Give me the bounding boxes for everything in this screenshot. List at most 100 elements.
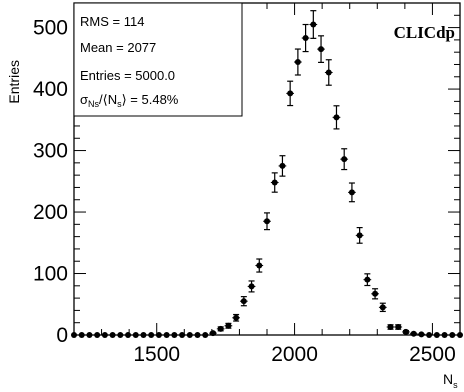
data-point-group — [139, 332, 148, 338]
data-point-marker — [140, 332, 147, 338]
data-point-marker — [410, 330, 417, 337]
y-tick-label: 500 — [33, 17, 68, 40]
data-point-group — [193, 332, 202, 338]
data-point-marker — [171, 332, 178, 338]
resolution-sigma-sub: Ns — [88, 99, 99, 109]
data-point-group — [448, 332, 457, 338]
data-point-group — [409, 330, 418, 337]
data-point-group — [85, 332, 94, 338]
data-point-group — [378, 302, 387, 313]
data-point-group — [108, 332, 117, 338]
y-tick-label: 100 — [33, 263, 68, 286]
data-point-group — [324, 59, 333, 86]
data-point-marker — [240, 298, 247, 305]
data-point-marker — [94, 332, 101, 338]
data-point-marker — [225, 322, 232, 329]
data-point-marker — [163, 332, 170, 338]
data-point-group — [440, 332, 449, 338]
data-point-marker — [441, 332, 448, 338]
data-point-marker — [179, 332, 186, 338]
data-point-group — [216, 325, 225, 332]
data-point-marker — [202, 332, 209, 338]
clicdp-watermark: CLICdp — [394, 23, 455, 42]
data-point-marker — [132, 332, 139, 338]
data-point-group — [278, 155, 287, 177]
data-point-group — [232, 313, 240, 322]
data-point-group — [247, 280, 256, 293]
data-point-group — [402, 328, 410, 335]
x-tick-label: 2000 — [271, 343, 318, 366]
data-point-marker — [186, 332, 193, 338]
data-point-group — [309, 10, 318, 39]
data-point-marker — [433, 332, 440, 338]
stats-box-frame — [73, 2, 243, 117]
data-point-group — [239, 296, 248, 307]
data-point-marker — [117, 332, 124, 338]
stats-mean: Mean = 2077 — [80, 40, 156, 55]
data-point-group — [93, 332, 102, 338]
resolution-tail: ⟩ = 5.48% — [122, 92, 179, 107]
data-point-group — [170, 332, 179, 338]
data-point-group — [340, 148, 349, 171]
data-point-marker — [217, 325, 224, 332]
data-point-group — [201, 332, 210, 338]
data-point-group — [124, 332, 132, 338]
data-point-marker — [402, 328, 409, 335]
data-point-marker — [426, 332, 433, 338]
data-point-marker — [287, 90, 294, 97]
resolution-sigma: σ — [80, 92, 88, 107]
data-point-marker — [125, 332, 132, 338]
data-point-group — [116, 332, 125, 338]
data-point-marker — [341, 156, 348, 163]
data-point-group — [155, 332, 163, 338]
data-point-group — [71, 332, 78, 338]
data-point-group — [425, 332, 433, 338]
x-tick-label: 2500 — [409, 343, 456, 366]
data-point-group — [101, 332, 109, 338]
data-point-group — [147, 332, 156, 338]
data-point-group — [363, 273, 372, 287]
data-point-group — [417, 331, 426, 338]
data-point-group — [348, 182, 356, 203]
data-point-marker — [302, 35, 309, 42]
x-axis-title: Ns — [443, 371, 458, 390]
data-point-group — [294, 48, 302, 76]
data-point-marker — [457, 332, 463, 338]
data-point-marker — [71, 332, 77, 338]
data-point-group — [456, 332, 463, 338]
x-axis-title-sub: s — [453, 380, 458, 390]
data-point-group — [255, 258, 264, 273]
data-point-group — [185, 332, 194, 338]
data-point-marker — [148, 332, 155, 338]
stats-box: RMS = 114 Mean = 2077 Entries = 5000.0 σ… — [73, 2, 243, 117]
data-point-group — [286, 80, 295, 107]
data-point-marker — [155, 332, 162, 338]
data-point-group — [263, 212, 271, 231]
y-tick-label: 0 — [56, 324, 68, 347]
stats-resolution: σNs/⟨Ns⟩ = 5.48% — [80, 92, 179, 109]
data-point-group — [432, 332, 441, 338]
x-tick-label: 1500 — [133, 343, 180, 366]
data-point-marker — [294, 59, 301, 66]
data-point-marker — [78, 332, 85, 338]
data-point-marker — [387, 324, 394, 331]
y-tick-label: 300 — [33, 140, 68, 163]
resolution-mid: /⟨N — [99, 92, 117, 107]
data-points — [71, 10, 463, 338]
data-point-marker — [233, 314, 240, 321]
data-point-group — [162, 332, 171, 338]
y-tick-label: 400 — [33, 78, 68, 101]
data-point-group — [131, 332, 140, 338]
resolution-mid-sub: s — [117, 99, 122, 109]
stats-rms: RMS = 114 — [80, 14, 144, 29]
data-point-group — [332, 105, 341, 130]
data-point-group — [224, 322, 233, 329]
data-point-marker — [325, 69, 332, 76]
data-point-marker — [333, 114, 340, 121]
x-axis-title-main: N — [443, 371, 453, 387]
data-point-marker — [264, 218, 270, 225]
data-point-group — [355, 226, 364, 244]
data-point-marker — [379, 304, 386, 311]
data-point-marker — [209, 330, 216, 337]
